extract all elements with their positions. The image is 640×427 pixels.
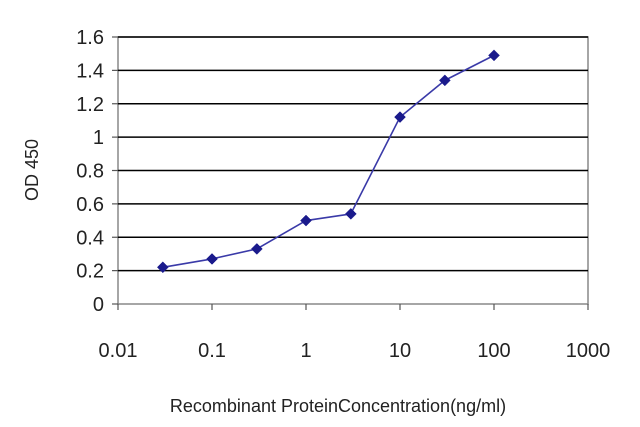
data-point-marker <box>344 208 357 220</box>
x-tick-label: 0.1 <box>198 340 226 362</box>
data-point-marker <box>394 111 406 123</box>
x-tick-label: 10 <box>389 340 411 362</box>
y-tick-label: 1.4 <box>76 60 104 82</box>
x-tick-label: 100 <box>477 340 510 362</box>
gridlines <box>118 36 588 272</box>
y-tick-label: 0 <box>93 294 104 316</box>
y-tick-label: 1.2 <box>76 94 104 116</box>
data-markers <box>156 49 500 274</box>
series-line <box>162 54 495 269</box>
x-axis-label: Recombinant ProteinConcentration(ng/ml) <box>170 396 506 416</box>
data-point-marker <box>156 261 169 274</box>
data-point-marker <box>206 253 218 265</box>
y-tick-label: 0.8 <box>76 161 104 183</box>
y-tick-label: 1 <box>93 127 104 149</box>
x-tick-label: 1 <box>300 340 311 362</box>
data-point-marker <box>300 214 312 227</box>
x-axis: 0.01 0.1 1 10 100 1000 <box>99 304 611 362</box>
series-polyline <box>162 54 495 269</box>
data-point-marker <box>250 243 263 255</box>
data-point-marker <box>488 49 500 62</box>
y-axis: 0 0.2 0.4 0.6 0.8 1 1.2 1.4 1.6 <box>76 27 118 316</box>
y-tick-label: 1.6 <box>76 27 104 49</box>
y-tick-label: 0.2 <box>76 261 104 283</box>
y-axis-label: OD 450 <box>22 139 42 201</box>
y-tick-label: 0.4 <box>76 227 104 249</box>
x-tick-label: 0.01 <box>99 340 138 362</box>
x-tick-label: 1000 <box>566 340 611 362</box>
data-point-marker <box>438 74 451 87</box>
y-tick-label: 0.6 <box>76 194 104 216</box>
